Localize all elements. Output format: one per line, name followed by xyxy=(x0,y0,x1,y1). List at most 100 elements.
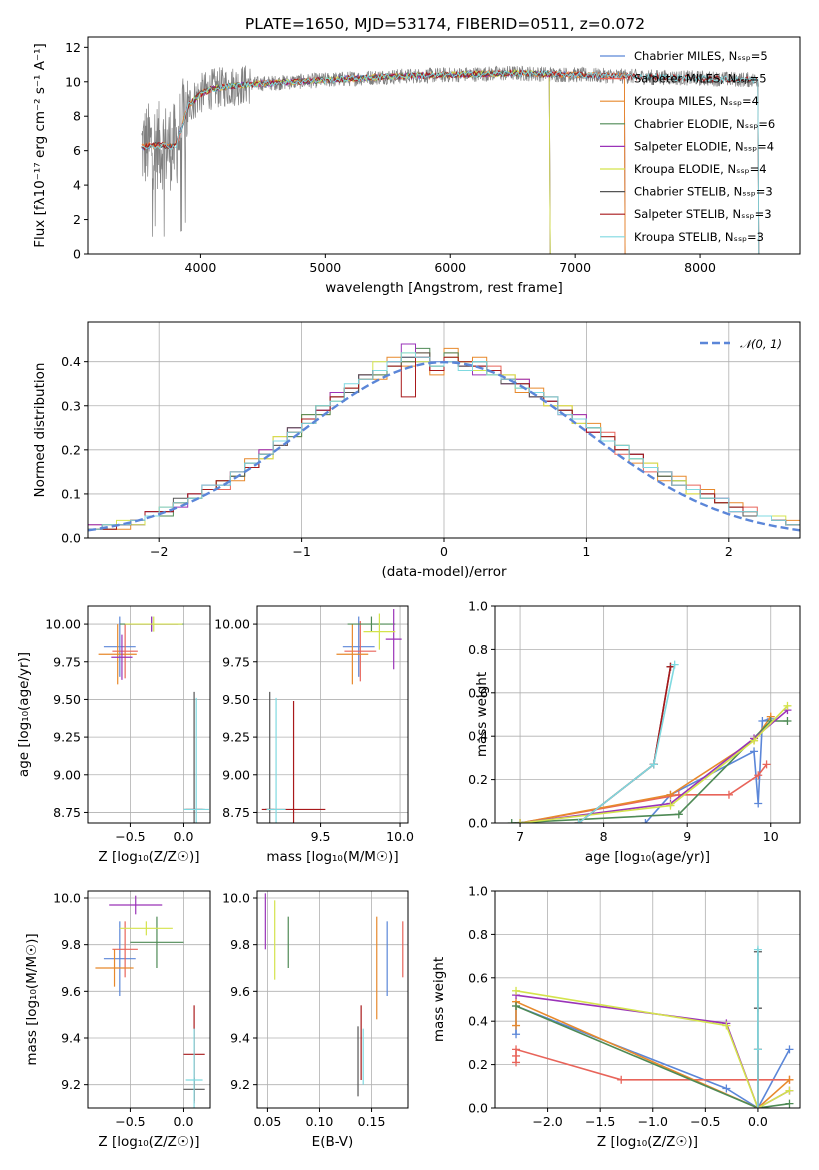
x-axis-label: E(B-V) xyxy=(312,1134,354,1150)
x-tick-label: 0.0 xyxy=(748,1114,768,1129)
plus-marker xyxy=(753,1045,762,1054)
plus-marker xyxy=(507,819,516,823)
y-tick-label: 10.0 xyxy=(222,891,250,906)
plus-marker xyxy=(750,747,759,756)
plus-marker xyxy=(512,1002,521,1011)
plot-area xyxy=(495,891,800,1108)
residuals-panel: −2 −1 0 1 2 0.0 0.1 0.2 0.3 0.4 (data-model)/error… xyxy=(32,321,801,580)
y-tick-label: 9.00 xyxy=(53,767,81,782)
x-tick-label: 7 xyxy=(516,829,524,844)
y-tick-label: 10.00 xyxy=(45,617,81,632)
model-spectrum-line xyxy=(141,69,626,254)
y-tick-label: 9.2 xyxy=(230,1077,250,1092)
y-tick-label: 9.2 xyxy=(61,1077,81,1092)
model-spectrum-line xyxy=(187,68,551,254)
axes-frame xyxy=(256,890,409,1109)
x-axis-label: age [log₁₀(age/yr)] xyxy=(585,849,710,865)
series-line xyxy=(515,990,790,1108)
y-tick-label: 10 xyxy=(65,74,81,89)
y-tick-label: 0.2 xyxy=(468,1057,488,1072)
plus-marker xyxy=(724,790,733,799)
x-tick-label: 0.05 xyxy=(253,1114,281,1129)
series-line xyxy=(515,1000,791,1108)
y-tick-label: 12 xyxy=(65,40,81,55)
model-spectrum-line xyxy=(141,69,626,254)
legend-label: Chabrier MILES, Nₛₛₚ=5 xyxy=(634,49,768,63)
plus-marker xyxy=(758,717,767,726)
model-spectrum-line xyxy=(141,69,626,254)
y-tick-label: 9.75 xyxy=(53,654,81,669)
x-tick-label: 0 xyxy=(440,544,448,559)
y-tick-label: 9.25 xyxy=(222,730,250,745)
model-spectrum-line xyxy=(141,69,760,254)
plus-marker xyxy=(783,717,792,726)
legend-label: Kroupa ELODIE, Nₛₛₚ=4 xyxy=(634,162,767,176)
x-tick-label: 9 xyxy=(683,829,691,844)
plus-marker xyxy=(783,701,792,710)
plus-marker xyxy=(617,1075,626,1084)
x-tick-label: 8 xyxy=(600,829,608,844)
y-tick-label: 0.6 xyxy=(468,970,488,985)
series-line xyxy=(515,1005,790,1108)
x-tick-label: −1 xyxy=(292,544,310,559)
spectrum-panel: 4000 5000 6000 7000 8000 0 2 4 6 8 10 12 wavelength … xyxy=(32,36,801,296)
y-tick-label: 9.4 xyxy=(61,1031,81,1046)
y-axis-label: Normed distribution xyxy=(32,363,48,498)
x-tick-label: 7000 xyxy=(559,260,591,275)
y-tick-label: 2 xyxy=(73,212,81,227)
x-tick-label: 0.0 xyxy=(174,1114,194,1129)
y-tick-label: 8.75 xyxy=(222,805,250,820)
y-tick-label: 0.6 xyxy=(468,685,488,700)
y-tick-label: 0.0 xyxy=(468,1101,488,1116)
y-tick-label: 4 xyxy=(73,178,81,193)
legend-label: Salpeter ELODIE, Nₛₛₚ=4 xyxy=(634,139,774,153)
y-tick-label: 8 xyxy=(73,109,81,124)
gaussian-line xyxy=(88,360,800,532)
y-tick-label: 9.6 xyxy=(230,984,250,999)
x-tick-label: 8000 xyxy=(684,260,716,275)
y-tick-label: 0.4 xyxy=(468,729,488,744)
x-tick-label: 4000 xyxy=(185,260,217,275)
plus-marker xyxy=(722,1084,731,1093)
x-axis-label: (data-model)/error xyxy=(381,564,507,580)
plot-area xyxy=(257,891,408,1108)
y-tick-label: 9.6 xyxy=(61,984,81,999)
y-tick-label: 0.3 xyxy=(61,398,81,413)
y-tick-label: 6 xyxy=(73,143,81,158)
y-tick-label: 9.50 xyxy=(222,692,250,707)
y-tick-label: 9.8 xyxy=(61,937,81,952)
plus-marker xyxy=(785,1099,794,1108)
x-tick-label: −2 xyxy=(150,544,168,559)
y-tick-label: 0.4 xyxy=(468,1014,488,1029)
x-tick-label: 10.0 xyxy=(386,829,414,844)
x-axis-label: Z [log₁₀(Z/Z☉)] xyxy=(98,849,199,865)
x-tick-label: 1 xyxy=(582,544,590,559)
y-tick-label: 9.8 xyxy=(230,937,250,952)
x-tick-label: 0.0 xyxy=(174,829,194,844)
x-tick-label: −0.5 xyxy=(115,1114,145,1129)
legend-label: Kroupa MILES, Nₛₛₚ=4 xyxy=(634,94,759,108)
plot-area xyxy=(88,606,210,823)
histogram-step-line xyxy=(88,352,800,530)
plus-marker xyxy=(670,660,679,669)
plus-marker xyxy=(666,790,675,799)
plot-area xyxy=(495,606,800,823)
plus-marker xyxy=(666,801,675,810)
age-vs-mass-panel: 9.5 10.0 8.75 9.00 9.25 9.50 9.75 10.00 mass [lo… xyxy=(214,605,414,865)
plus-marker xyxy=(574,819,583,823)
plus-marker xyxy=(754,799,763,808)
x-tick-label: 10 xyxy=(763,829,779,844)
y-tick-label: 9.25 xyxy=(53,730,81,745)
y-tick-label: 0.0 xyxy=(468,816,488,831)
legend-label: Salpeter STELIB, Nₛₛₚ=3 xyxy=(634,207,772,221)
y-tick-label: 0.8 xyxy=(468,642,488,657)
plus-marker xyxy=(674,810,683,819)
figure-title: PLATE=1650, MJD=53174, FIBERID=0511, z=0… xyxy=(245,15,645,33)
x-tick-label: −1.0 xyxy=(638,1114,668,1129)
weight-vs-age-panel: 7 8 9 10 0.0 0.2 0.4 0.6 0.8 1.0 age [log₁₀(age/yr… xyxy=(468,599,801,865)
plus-marker xyxy=(754,771,763,780)
axes-frame xyxy=(256,605,409,824)
plot-area xyxy=(257,606,408,823)
plot-area xyxy=(88,891,210,1108)
plot-area xyxy=(141,65,760,254)
